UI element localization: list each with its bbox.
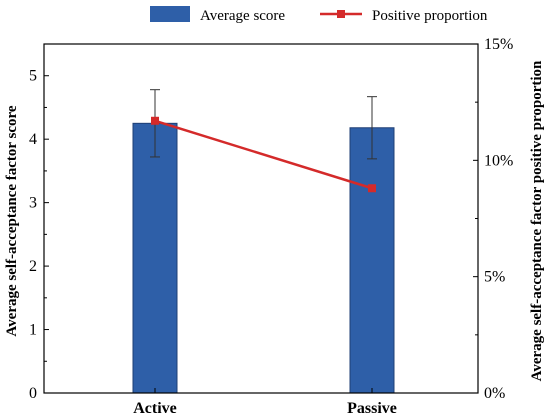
line-positive-proportion bbox=[154, 119, 373, 190]
y-tick-label: 1 bbox=[29, 322, 37, 339]
bar-active bbox=[132, 122, 178, 394]
y-tick-label: 2 bbox=[29, 258, 37, 275]
line-point-passive bbox=[368, 184, 376, 193]
y2-axis-ticks: 0% 5% 10% 15% bbox=[473, 36, 513, 402]
plot-frame bbox=[43, 43, 479, 394]
y-axis-label: Average self-acceptance factor score bbox=[4, 105, 20, 336]
x-axis-categories: Active Passive bbox=[133, 388, 397, 417]
legend-label-bar: Average score bbox=[200, 8, 285, 24]
x-tick-label-passive: Passive bbox=[347, 400, 397, 417]
y-tick-label: 5 bbox=[29, 68, 37, 85]
y2-tick-label: 10% bbox=[484, 152, 513, 169]
line-series-group bbox=[151, 116, 376, 193]
legend-label-line: Positive proportion bbox=[372, 8, 488, 24]
x-tick-label-active: Active bbox=[133, 400, 177, 417]
plot-border bbox=[43, 43, 479, 394]
legend: Average score Positive proportion bbox=[150, 6, 488, 24]
y-axis-ticks: 0 1 2 3 4 5 bbox=[29, 68, 49, 402]
y-tick-label: 0 bbox=[29, 385, 37, 402]
y2-tick-label: 0% bbox=[484, 385, 505, 402]
y2-axis-label: Average self-acceptance factor positive … bbox=[529, 60, 545, 381]
error-bars-group bbox=[150, 89, 377, 160]
line-point-active bbox=[151, 116, 159, 125]
legend-swatch-marker bbox=[337, 10, 345, 18]
legend-swatch-bar bbox=[150, 6, 190, 22]
y2-tick-label: 15% bbox=[484, 36, 513, 53]
y2-tick-label: 5% bbox=[484, 269, 505, 286]
bar-passive bbox=[349, 127, 395, 394]
bars-group bbox=[132, 122, 395, 394]
y-tick-label: 4 bbox=[29, 131, 37, 148]
y-tick-label: 3 bbox=[29, 195, 37, 212]
